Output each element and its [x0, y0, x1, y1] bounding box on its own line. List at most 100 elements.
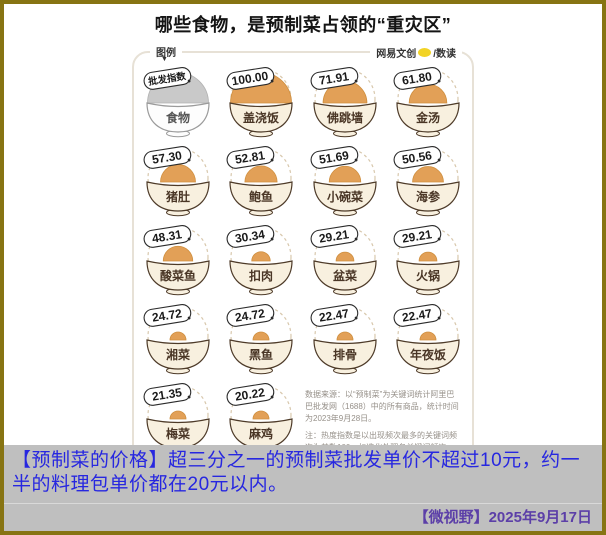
legend-bowl: 食物 批发指数 [136, 63, 220, 142]
value-tag: 57.30 [143, 146, 192, 169]
bowl-body [396, 260, 460, 291]
bowl-value: 24.72 [151, 306, 183, 325]
value-tag: 48.31 [143, 225, 192, 248]
bowl-icon: 酸菜鱼 48.31 [143, 225, 210, 296]
bowl-name: 佛跳墙 [326, 110, 363, 125]
food-dome [169, 331, 187, 341]
value-tag: 29.21 [393, 225, 442, 248]
bowl-name: 小碗菜 [327, 189, 363, 204]
full-portion-dashed-circle [147, 384, 209, 446]
bowl-icon: 排骨 22.47 [310, 304, 377, 375]
full-portion-dashed-circle [230, 384, 292, 446]
bowl-grid: 食物 批发指数 盖浇饭 100.00 佛跳墙 71.91 [134, 61, 472, 459]
value-tag: 52.81 [226, 146, 275, 169]
full-portion-dashed-circle [397, 226, 459, 288]
food-bowl: 海参 50.56 [387, 142, 471, 221]
bowl-body [313, 181, 377, 212]
food-dome [335, 251, 355, 262]
bowl-name: 排骨 [333, 347, 357, 362]
value-tag: 22.47 [393, 304, 442, 327]
bowl-body [229, 260, 293, 291]
bowl-name: 扣肉 [249, 268, 273, 283]
value-tag: 100.00 [226, 67, 275, 90]
bowl-name: 湘菜 [166, 347, 190, 362]
bowl-body [146, 260, 210, 291]
food-dome [169, 410, 187, 420]
food-dome [252, 410, 270, 420]
full-portion-dashed-circle [314, 226, 376, 288]
bowl-name: 盖浇饭 [243, 110, 279, 125]
value-tag: 50.56 [393, 146, 442, 169]
bowl-value: 21.35 [151, 385, 183, 404]
footer: 【预制菜的价格】超三分之一的预制菜批发单价不超过10元，约一半的料理包单价都在2… [4, 444, 602, 531]
bowl-body [146, 418, 210, 449]
bowl-value: 批发指数 [147, 70, 187, 88]
bowl-name: 麻鸡 [248, 426, 273, 441]
food-bowl: 火锅 29.21 [387, 221, 471, 300]
bowl-body [313, 102, 377, 133]
food-bowl: 麻鸡 20.22 [220, 379, 304, 458]
bowl-icon: 鲍鱼 52.81 [226, 146, 293, 217]
page-title: 哪些食物，是预制菜占领的“重灾区” [154, 15, 452, 35]
food-bowl: 排骨 22.47 [303, 300, 387, 379]
food-bowl: 金汤 61.80 [387, 63, 471, 142]
food-bowl: 盖浇饭 100.00 [220, 63, 304, 142]
value-tag: 21.35 [143, 383, 192, 406]
bowl-body [229, 102, 293, 133]
full-portion-dashed-circle [314, 147, 376, 209]
bowl-icon: 湘菜 24.72 [143, 304, 210, 375]
value-tag: 51.69 [310, 146, 359, 169]
bowl-body [146, 181, 210, 212]
food-dome [162, 245, 193, 262]
bowl-icon: 麻鸡 20.22 [226, 383, 293, 454]
attribution: 网易文创 /数读 [370, 45, 462, 60]
footer-byline-band: 【微视野】2025年9月17日 [4, 503, 602, 531]
value-tag: 30.34 [226, 225, 275, 248]
bowl-value: 61.80 [401, 69, 433, 88]
bowl-icon: 盆菜 29.21 [310, 225, 377, 296]
food-dome [412, 166, 445, 183]
legend-label: 图例 [150, 44, 182, 59]
bowl-value: 51.69 [318, 148, 350, 167]
value-tag: 29.21 [310, 225, 359, 248]
bowl-name: 鲍鱼 [249, 189, 273, 204]
bowl-body [396, 181, 460, 212]
bowl-body [229, 181, 293, 212]
full-portion-dashed-circle [230, 305, 292, 367]
bowl-body [396, 339, 460, 370]
value-tag: 24.72 [143, 304, 192, 327]
full-portion-dashed-circle [230, 226, 292, 288]
bowl-value: 71.91 [318, 69, 350, 88]
bowl-icon: 盖浇饭 100.00 [226, 67, 293, 138]
food-dome [251, 251, 271, 262]
bowl-value: 48.31 [151, 227, 183, 246]
bowl-name: 海参 [416, 189, 441, 204]
food-bowl: 湘菜 24.72 [136, 300, 220, 379]
footer-byline: 【微视野】2025年9月17日 [413, 509, 592, 526]
bowl-name: 盆菜 [332, 268, 357, 283]
bowl-name: 火锅 [416, 268, 440, 283]
food-bowl: 酸菜鱼 48.31 [136, 221, 220, 300]
bowl-body [313, 339, 377, 370]
bowl-icon: 金汤 61.80 [393, 67, 460, 138]
value-tag: 71.91 [310, 67, 359, 90]
bowl-value: 30.34 [234, 227, 266, 246]
food-bowl: 年夜饭 22.47 [387, 300, 471, 379]
bowl-value: 100.00 [231, 69, 270, 89]
bowl-value: 22.47 [318, 306, 350, 325]
food-dome [159, 164, 196, 183]
bowl-name: 猪肚 [165, 189, 190, 204]
full-portion-dashed-circle [314, 68, 376, 130]
bowl-body [146, 102, 210, 133]
bowl-icon: 火锅 29.21 [393, 225, 460, 296]
bowl-value: 57.30 [151, 148, 183, 167]
bowl-body [146, 339, 210, 370]
bowl-body [313, 260, 377, 291]
bowl-icon: 扣肉 30.34 [226, 225, 293, 296]
bowl-value: 29.21 [318, 227, 350, 246]
bowl-name: 金汤 [415, 110, 440, 125]
bowl-icon: 年夜饭 22.47 [393, 304, 460, 375]
bowl-icon: 海参 50.56 [393, 146, 460, 217]
chart-panel: 图例 ▼ 网易文创 /数读 食物 批发指数 盖浇饭 100.00 [132, 44, 474, 463]
bowl-name: 食物 [165, 110, 190, 125]
